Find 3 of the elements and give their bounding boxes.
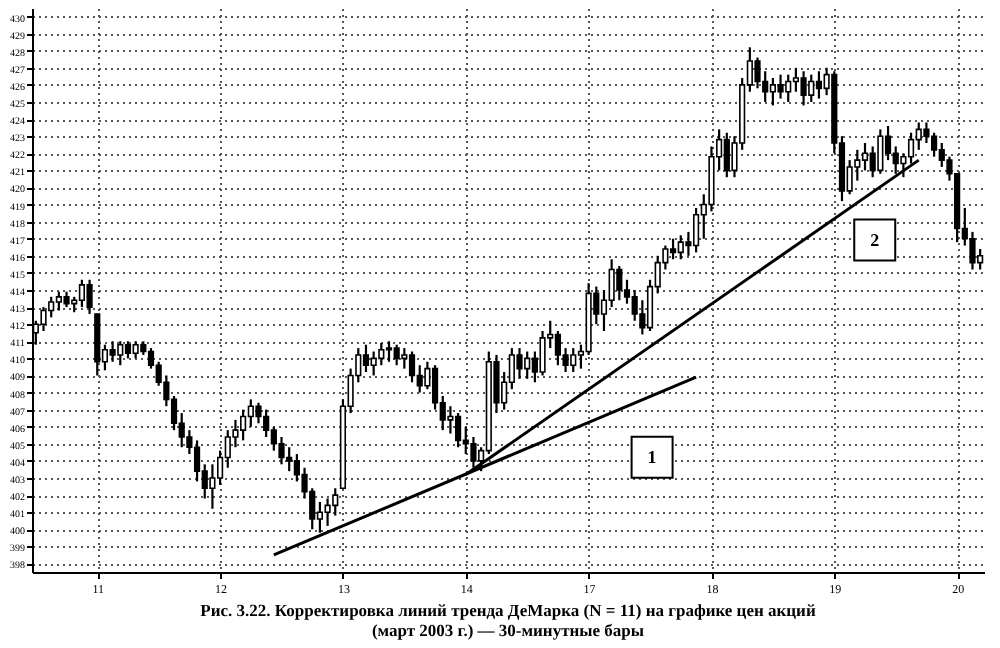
series-label: 2	[870, 230, 881, 251]
text: 1	[647, 447, 658, 468]
text: Рис. 3.22. Корректировка линий тренда ДеМарка (N = 11) на графике цен акций (март 2003 г.) — 30-минутные бары	[200, 600, 816, 640]
